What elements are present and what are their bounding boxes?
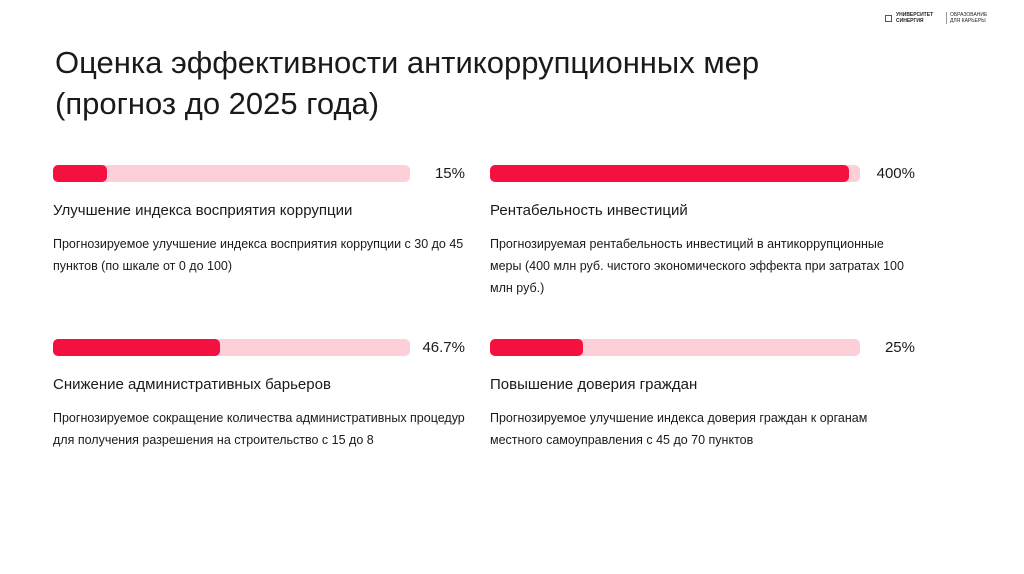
value-label: 46.7% [422, 339, 465, 356]
logo-name: УНИВЕРСИТЕТ СИНЕРГИЯ [896, 12, 934, 24]
metric-name: Рентабельность инвестиций [490, 202, 688, 219]
progress-fill [53, 339, 220, 356]
metric-name: Улучшение индекса восприятия коррупции [53, 202, 353, 219]
metric-description: Прогнозируемое улучшение индекса доверия… [490, 411, 868, 447]
metric-description: Прогнозируемая рентабельность инвестиций… [490, 237, 904, 295]
slide-title: Оценка эффективности антикоррупционных м… [55, 45, 760, 121]
metric-description: Прогнозируемое сокращение количества адм… [53, 411, 465, 447]
logo-tagline: ОБРАЗОВАНИЕ ДЛЯ КАРЬЕРЫ [946, 12, 987, 24]
metric-name: Снижение административных барьеров [53, 376, 331, 393]
progress-fill [490, 165, 850, 182]
metric-description: Прогнозируемое улучшение индекса восприя… [53, 237, 464, 273]
progress-fill [490, 339, 583, 356]
logo-icon [885, 14, 892, 22]
value-label: 400% [876, 165, 915, 182]
progress-track [53, 165, 410, 182]
metric-name: Повышение доверия граждан [490, 376, 698, 393]
value-label: 15% [434, 165, 465, 182]
progress-fill [53, 165, 107, 182]
value-label: 25% [884, 339, 915, 356]
logo: УНИВЕРСИТЕТ СИНЕРГИЯ ОБРАЗОВАНИЕ ДЛЯ КАР… [885, 12, 987, 24]
progress-track [490, 339, 860, 356]
